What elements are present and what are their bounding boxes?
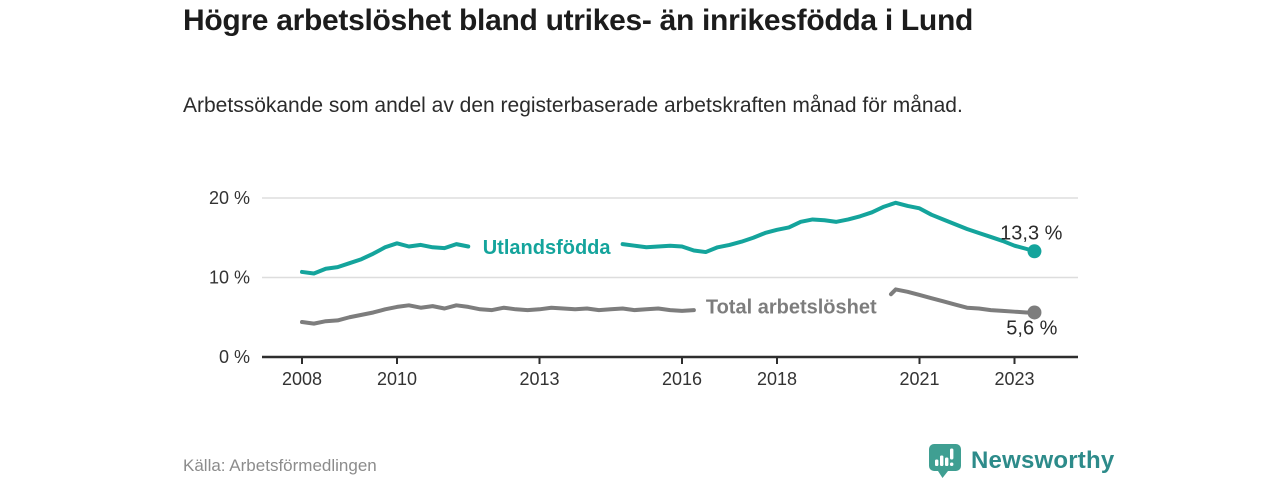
series-line-utlandsfodda [300,241,471,276]
newsworthy-logo-icon [929,444,961,478]
x-axis-tick-label: 2016 [662,369,702,389]
series-line-total [889,287,1037,315]
series-label: Utlandsfödda [483,237,612,259]
page-title: Högre arbetslöshet bland utrikes- än inr… [183,4,973,37]
series-line-total [300,303,696,326]
y-axis-tick-label: 10 % [209,268,250,288]
series-label: Total arbetslöshet [706,297,877,319]
y-axis-tick-label: 0 % [219,347,250,367]
x-axis-tick-label: 2008 [282,369,322,389]
y-axis-tick-label: 20 % [209,188,250,208]
x-axis-tick-label: 2021 [899,369,939,389]
x-axis-tick-label: 2018 [757,369,797,389]
series-end-value-label: 13,3 % [1000,222,1062,244]
source-attribution: Källa: Arbetsförmedlingen [183,456,377,475]
newsworthy-wordmark: Newsworthy [971,447,1115,474]
series-end-dot [1027,244,1042,259]
x-axis-tick-label: 2010 [377,369,417,389]
x-axis-tick-label: 2023 [994,369,1034,389]
newsworthy-brand: Newsworthy [928,443,1114,479]
x-axis-tick-label: 2013 [519,369,559,389]
series-end-value-label: 5,6 % [1006,317,1057,339]
series-end-dot [1027,305,1042,320]
series-line-utlandsfodda [620,200,1037,255]
chart-subtitle: Arbetssökande som andel av den registerb… [183,94,963,117]
